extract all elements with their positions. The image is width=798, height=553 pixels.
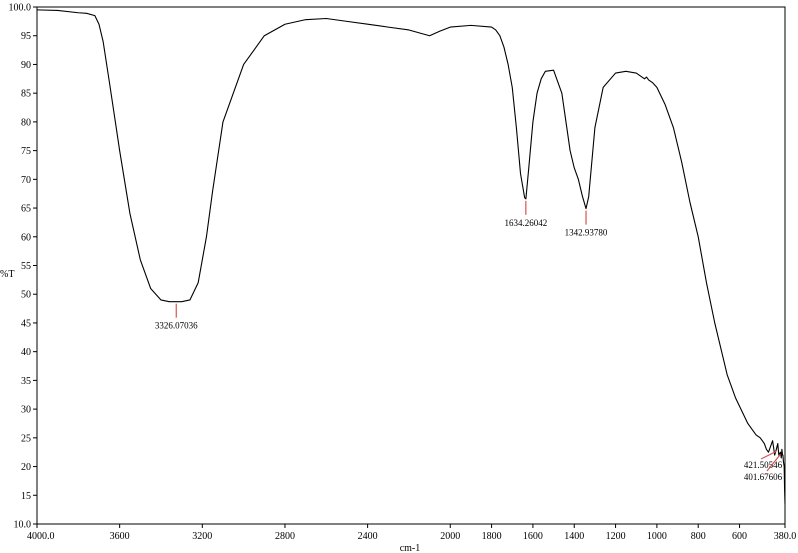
x-tick-label: 2000 xyxy=(440,531,460,542)
x-axis-title: cm-1 xyxy=(400,543,421,553)
y-axis-title: %T xyxy=(0,269,14,280)
y-tick-label: 60 xyxy=(21,232,31,243)
x-tick-label: 1400 xyxy=(564,531,584,542)
peak-label: 401.67606 xyxy=(744,472,783,482)
peak-label: 3326.07036 xyxy=(155,321,198,331)
y-tick-label: 75 xyxy=(21,146,31,157)
x-tick-label: 2800 xyxy=(275,531,295,542)
y-tick-label: 50 xyxy=(21,290,31,301)
x-tick-label: 3200 xyxy=(192,531,212,542)
x-tick-label: 3600 xyxy=(110,531,130,542)
peak-annotations: 3326.07036 1634.26042 1342.93780 421.50546 4… xyxy=(155,200,783,482)
x-axis: 4000.0 3600 3200 2800 2400 2000 1800 1600 1400 12… xyxy=(27,524,796,542)
peak-marker xyxy=(760,450,777,460)
spectrum-line xyxy=(36,9,786,504)
peak-label: 1342.93780 xyxy=(565,228,608,238)
x-tick-label: 380.0 xyxy=(774,531,797,542)
x-tick-label: 1800 xyxy=(482,531,502,542)
x-tick-label: 2400 xyxy=(358,531,378,542)
series-layer xyxy=(36,9,786,504)
y-tick-label: 30 xyxy=(21,405,31,416)
y-tick-label: 15 xyxy=(21,491,31,502)
y-tick-label: 65 xyxy=(21,204,31,215)
y-tick-label: 90 xyxy=(21,60,31,71)
plot-frame xyxy=(36,6,786,525)
peak-marker xyxy=(766,453,781,472)
y-tick-label: 40 xyxy=(21,347,31,358)
x-tick-label: 1200 xyxy=(606,531,626,542)
y-tick-label: 25 xyxy=(21,433,31,444)
y-tick-label: 95 xyxy=(21,31,31,42)
y-tick-label: 55 xyxy=(21,261,31,272)
y-tick-label: 20 xyxy=(21,462,31,473)
y-tick-label: 70 xyxy=(21,175,31,186)
y-tick-label: 10.0 xyxy=(14,520,32,531)
peak-label: 1634.26042 xyxy=(504,218,547,228)
y-axis: 10.0 15 20 25 30 35 40 45 50 55 60 65 70 75 80 85 90 95 10… xyxy=(9,3,37,531)
y-tick-label: 100.0 xyxy=(9,3,32,14)
peak-label: 421.50546 xyxy=(744,460,783,470)
y-tick-label: 80 xyxy=(21,117,31,128)
x-tick-label: 800 xyxy=(691,531,706,542)
x-tick-label: 600 xyxy=(732,531,747,542)
plot-border xyxy=(36,6,786,525)
y-tick-label: 45 xyxy=(21,318,31,329)
x-tick-label: 1000 xyxy=(647,531,667,542)
x-tick-label: 4000.0 xyxy=(27,531,55,542)
y-tick-label: 35 xyxy=(21,376,31,387)
y-tick-label: 85 xyxy=(21,89,31,100)
x-tick-label: 1600 xyxy=(523,531,543,542)
